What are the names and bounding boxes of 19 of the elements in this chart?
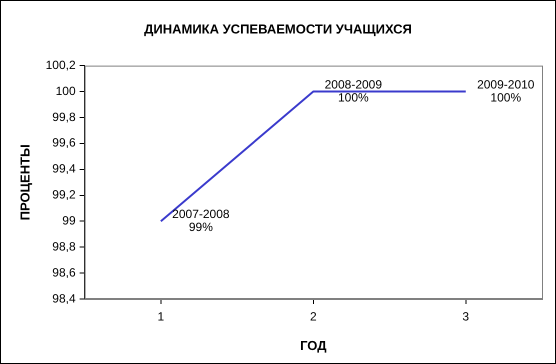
x-tick-label: 3	[462, 310, 470, 324]
y-tick-label: 98,8	[52, 239, 76, 254]
y-tick-label: 99,2	[52, 188, 76, 202]
y-tick-label: 98,6	[52, 265, 76, 280]
y-tick-label: 98,4	[52, 291, 76, 306]
y-tick-label: 99,6	[52, 136, 76, 150]
y-tick-label: 99,4	[52, 162, 76, 176]
data-label: 2007-2008 99%	[172, 207, 230, 234]
data-label: 2008-2009 100%	[324, 77, 382, 104]
x-axis-title: ГОД	[300, 338, 328, 353]
x-tick-label: 2	[310, 310, 317, 324]
y-tick-label: 100	[56, 84, 76, 98]
y-tick-label: 99,8	[52, 110, 76, 124]
y-tick-label: 99	[62, 214, 76, 228]
y-tick-label: 100,2	[46, 58, 76, 72]
y-axis-title: ПРОЦЕНТЫ	[17, 144, 32, 220]
x-tick-label: 1	[158, 310, 165, 324]
chart-title: ДИНАМИКА УСПЕВАЕМОСТИ УЧАЩИХСЯ	[144, 21, 412, 36]
data-label: 2009-2010 100%	[477, 77, 535, 104]
